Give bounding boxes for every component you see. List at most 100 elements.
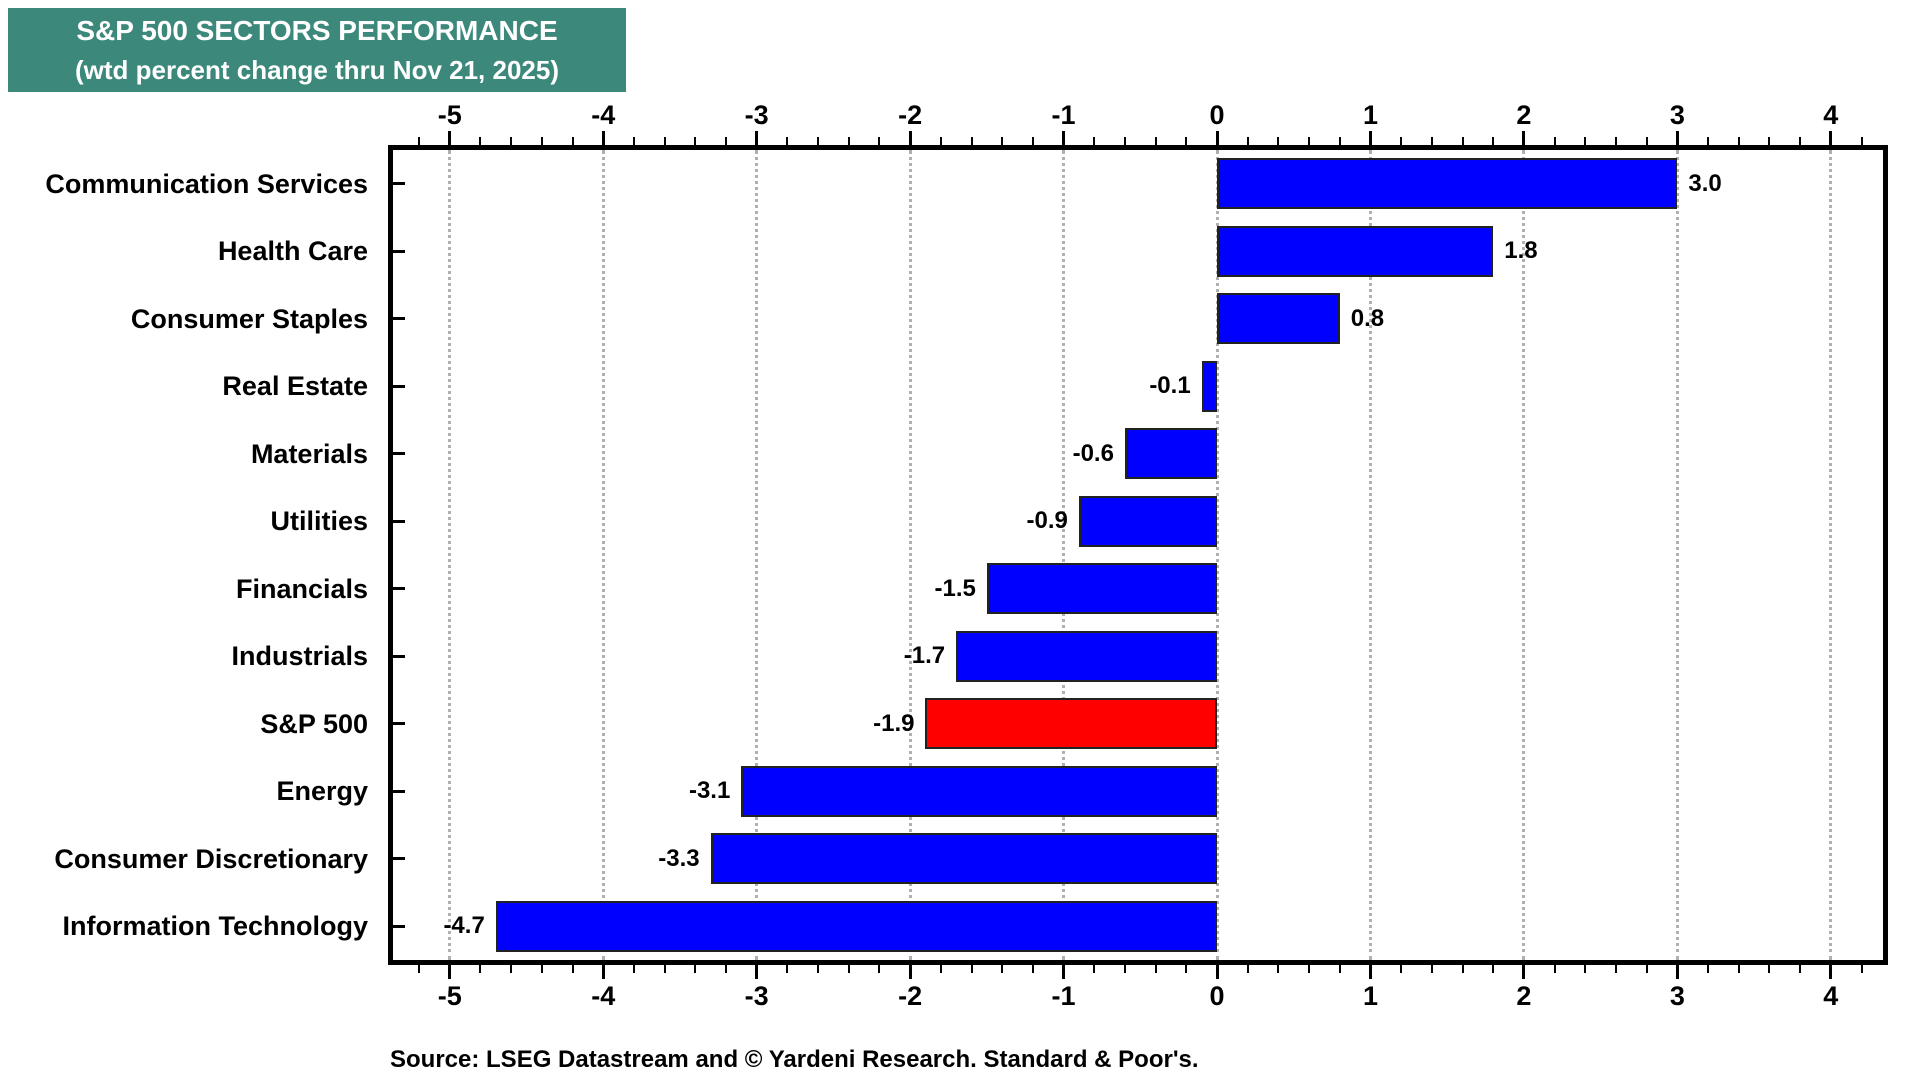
x-major-tick-top (1215, 131, 1219, 145)
x-major-tick-bottom (908, 965, 912, 979)
x-minor-tick-bottom (1185, 965, 1188, 973)
x-minor-tick-bottom (663, 965, 666, 973)
x-axis-label-top: 1 (1362, 100, 1378, 130)
gridline (1522, 150, 1526, 960)
bar (710, 833, 1218, 885)
x-axis-label-top: 0 (1209, 100, 1225, 130)
x-axis-label-bottom: -4 (591, 981, 616, 1011)
x-major-tick-bottom (448, 965, 452, 979)
bar (741, 765, 1218, 817)
chart-title: S&P 500 SECTORS PERFORMANCE (76, 15, 558, 46)
bar (1078, 495, 1217, 547)
x-axis-label-bottom: -1 (1051, 981, 1076, 1011)
x-minor-tick-bottom (418, 965, 421, 973)
x-minor-tick-top (1737, 137, 1740, 145)
x-axis-label-top: 3 (1669, 100, 1685, 130)
bar (925, 698, 1218, 750)
y-category-tick (393, 452, 405, 456)
x-axis-label-bottom: 2 (1516, 981, 1532, 1011)
category-label: Energy (276, 776, 368, 807)
x-major-tick-top (1675, 131, 1679, 145)
x-minor-tick-bottom (1338, 965, 1341, 973)
x-minor-tick-top (1492, 137, 1495, 145)
x-minor-tick-bottom (1093, 965, 1096, 973)
gridline (908, 150, 912, 960)
x-minor-tick-top (418, 137, 421, 145)
category-label: Materials (250, 438, 368, 469)
bar (1217, 293, 1340, 345)
y-category-tick (393, 384, 405, 388)
x-minor-tick-top (1553, 137, 1556, 145)
plot-area: -5 -5 -4 -4 -3 -3 -2 -2 -1 -1 0 0 1 1 2 2 3 3 4 4 3.0 1.8 0.8 -… (388, 100, 1888, 1011)
x-minor-tick-bottom (1553, 965, 1556, 973)
x-axis-label-top: -3 (744, 100, 769, 130)
y-category-tick (393, 789, 405, 793)
category-label: S&P 500 (260, 708, 368, 739)
gridline (448, 150, 452, 960)
x-minor-tick-top (1860, 137, 1863, 145)
category-label: Financials (235, 573, 368, 604)
x-major-tick-bottom (755, 965, 759, 979)
x-major-tick-top (601, 131, 605, 145)
gridline (601, 150, 605, 960)
x-minor-tick-top (632, 137, 635, 145)
x-minor-tick-top (1338, 137, 1341, 145)
x-axis-label-bottom: 3 (1669, 981, 1685, 1011)
y-category-tick (393, 317, 405, 321)
x-axis-label-bottom: -3 (744, 981, 769, 1011)
chart-title-box: S&P 500 SECTORS PERFORMANCE (wtd percent… (8, 8, 626, 92)
x-minor-tick-bottom (540, 965, 543, 973)
x-minor-tick-top (479, 137, 482, 145)
gridline (755, 150, 759, 960)
x-minor-tick-bottom (632, 965, 635, 973)
x-minor-tick-bottom (694, 965, 697, 973)
bar (495, 900, 1217, 952)
x-minor-tick-top (694, 137, 697, 145)
x-minor-tick-bottom (1031, 965, 1034, 973)
category-label: Health Care (217, 236, 368, 267)
chart-subtitle: (wtd percent change thru Nov 21, 2025) (74, 55, 559, 85)
x-minor-tick-bottom (1430, 965, 1433, 973)
source-attribution: Source: LSEG Datastream and © Yardeni Re… (390, 1046, 1199, 1073)
x-major-tick-top (448, 131, 452, 145)
x-major-tick-top (1522, 131, 1526, 145)
x-axis-label-top: -5 (437, 100, 462, 130)
x-minor-tick-bottom (1799, 965, 1802, 973)
bar (1217, 158, 1678, 210)
x-major-tick-bottom (1829, 965, 1833, 979)
category-label: Information Technology (62, 911, 369, 942)
x-axis-label-top: -1 (1051, 100, 1076, 130)
x-minor-tick-bottom (1584, 965, 1587, 973)
x-minor-tick-bottom (1768, 965, 1771, 973)
x-minor-tick-top (1154, 137, 1157, 145)
bar-value-label: 1.8 (1504, 237, 1538, 265)
x-axis-label-bottom: 1 (1362, 981, 1378, 1011)
x-major-tick-bottom (1062, 965, 1066, 979)
x-major-tick-top (1368, 131, 1372, 145)
x-minor-tick-bottom (1737, 965, 1740, 973)
x-minor-tick-top (1001, 137, 1004, 145)
x-axis-label-bottom: -2 (898, 981, 923, 1011)
bar-value-label: -0.1 (1149, 372, 1191, 400)
x-minor-tick-bottom (939, 965, 942, 973)
y-category-tick (393, 924, 405, 928)
x-minor-tick-bottom (571, 965, 574, 973)
x-minor-tick-bottom (1246, 965, 1249, 973)
x-major-tick-top (908, 131, 912, 145)
bar-value-label: -3.1 (688, 777, 731, 805)
x-axis-label-top: -4 (591, 100, 616, 130)
x-minor-tick-top (1400, 137, 1403, 145)
bar-value-label: -1.7 (903, 642, 946, 670)
x-minor-tick-bottom (479, 965, 482, 973)
x-minor-tick-top (1584, 137, 1587, 145)
x-minor-tick-top (939, 137, 942, 145)
x-major-tick-bottom (1368, 965, 1372, 979)
bar-value-label: 0.8 (1350, 304, 1385, 332)
x-minor-tick-bottom (1614, 965, 1617, 973)
x-minor-tick-top (663, 137, 666, 145)
category-label: Utilities (270, 506, 368, 537)
x-major-tick-bottom (1215, 965, 1219, 979)
gridline (1829, 150, 1833, 960)
bar-value-label: -0.6 (1072, 439, 1114, 467)
y-category-tick (393, 722, 405, 726)
